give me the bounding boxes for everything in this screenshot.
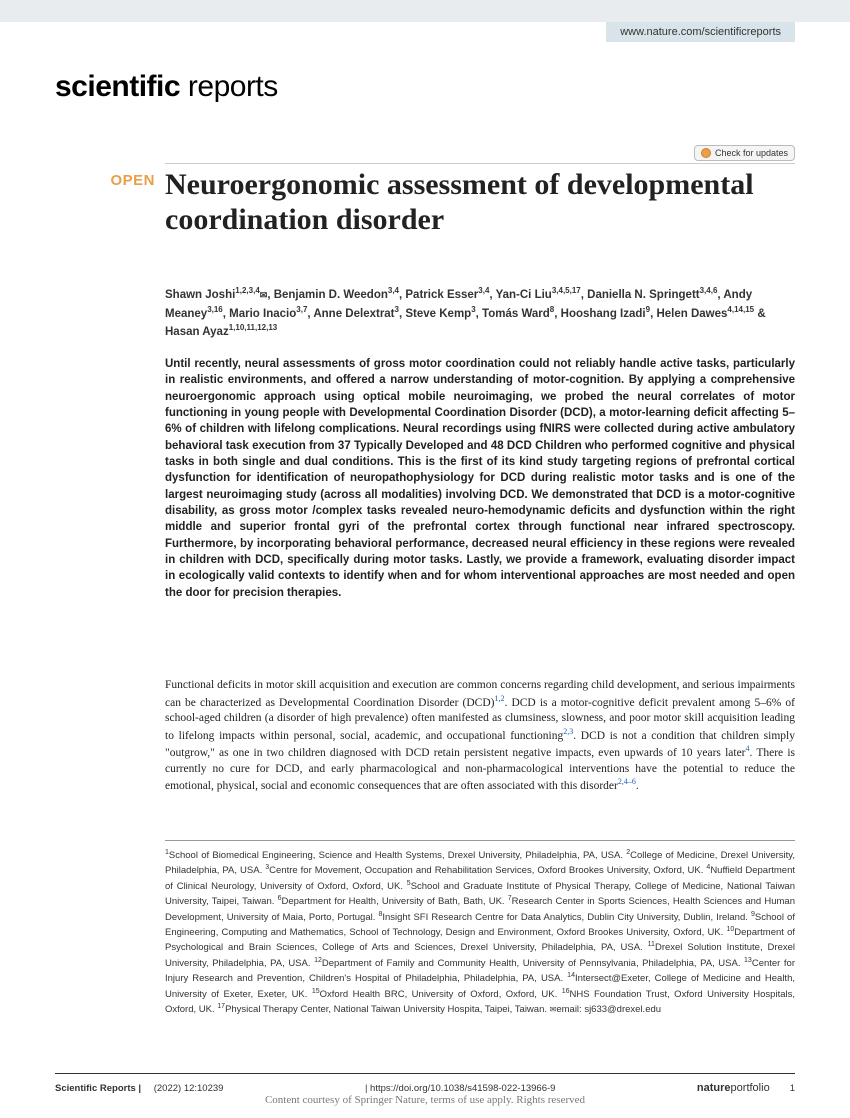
article-title: Neuroergonomic assessment of development… [165,167,795,238]
footer-rule [55,1073,795,1074]
footer-doi: | https://doi.org/10.1038/s41598-022-139… [365,1083,556,1094]
body-paragraph: Functional deficits in motor skill acqui… [165,678,795,795]
watermark: Content courtesy of Springer Nature, ter… [0,1094,850,1106]
author-list: Shawn Joshi1,2,3,4✉, Benjamin D. Weedon3… [165,285,795,341]
affiliations: 1School of Biomedical Engineering, Scien… [165,848,795,1017]
publisher-bold: nature [697,1082,731,1094]
footer: Scientific Reports | (2022) 12:10239 | h… [55,1082,795,1094]
journal-url: www.nature.com/scientificreports [606,22,795,42]
check-updates-badge[interactable]: Check for updates [694,145,795,161]
top-bar [0,0,850,22]
footer-left: Scientific Reports | (2022) 12:10239 [55,1083,223,1094]
publisher-light: portfolio [731,1082,770,1094]
affiliations-rule [165,840,795,841]
header-rule [165,163,795,164]
page-number: 1 [790,1083,795,1094]
updates-icon [701,148,711,158]
journal-logo: scientific reports [55,70,278,104]
footer-right: natureportfolio 1 [697,1082,795,1094]
updates-label: Check for updates [715,148,788,158]
publisher-logo: natureportfolio [697,1082,770,1094]
logo-bold: scientific [55,70,180,103]
footer-citation: (2022) 12:10239 [154,1083,224,1094]
open-access-label: OPEN [55,172,155,189]
logo-light: reports [180,70,278,103]
footer-journal: Scientific Reports | [55,1083,141,1094]
abstract: Until recently, neural assessments of gr… [165,356,795,601]
